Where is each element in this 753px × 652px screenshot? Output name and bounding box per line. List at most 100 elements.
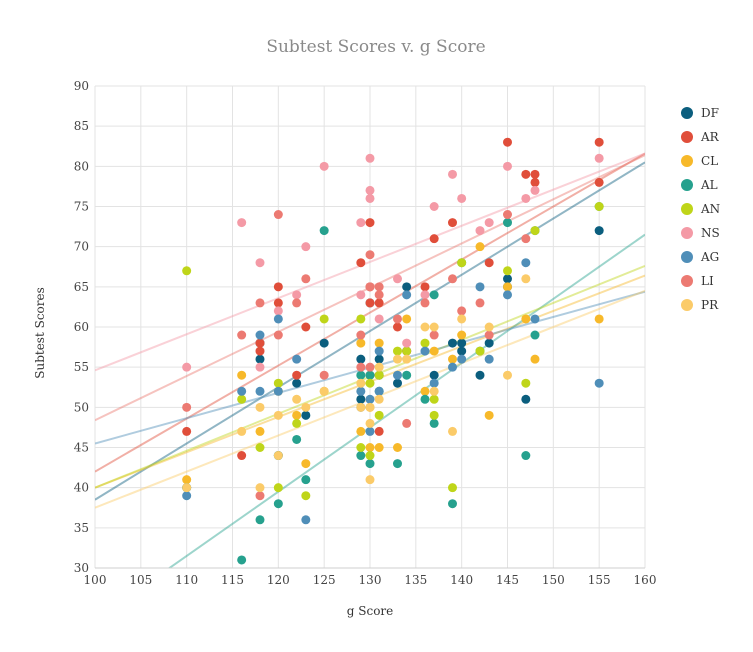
point-li[interactable] xyxy=(365,250,375,260)
point-df[interactable] xyxy=(319,338,329,348)
point-pr[interactable] xyxy=(356,402,366,412)
point-pr[interactable] xyxy=(301,402,311,412)
legend-item-an[interactable]: AN xyxy=(681,202,720,216)
point-ag[interactable] xyxy=(356,386,366,396)
point-pr[interactable] xyxy=(365,418,375,428)
point-al[interactable] xyxy=(365,370,375,380)
point-ag[interactable] xyxy=(374,346,384,356)
point-al[interactable] xyxy=(356,451,366,461)
point-pr[interactable] xyxy=(365,475,375,485)
point-pr[interactable] xyxy=(273,451,283,461)
point-ar[interactable] xyxy=(365,218,375,228)
point-pr[interactable] xyxy=(255,402,265,412)
legend-item-ns[interactable]: NS xyxy=(681,226,720,240)
point-ns[interactable] xyxy=(420,290,430,300)
point-al[interactable] xyxy=(356,370,366,380)
point-li[interactable] xyxy=(356,362,366,372)
point-al[interactable] xyxy=(319,226,329,236)
point-df[interactable] xyxy=(484,338,494,348)
point-li[interactable] xyxy=(393,314,402,324)
point-ar[interactable] xyxy=(374,298,384,308)
point-li[interactable] xyxy=(374,290,384,300)
point-pr[interactable] xyxy=(273,410,283,420)
point-an[interactable] xyxy=(594,202,604,211)
point-pr[interactable] xyxy=(484,322,494,332)
point-ar[interactable] xyxy=(530,177,540,187)
point-al[interactable] xyxy=(292,434,302,444)
point-al[interactable] xyxy=(273,499,283,509)
point-ns[interactable] xyxy=(365,153,375,163)
legend-item-ag[interactable]: AG xyxy=(681,250,719,264)
point-df[interactable] xyxy=(457,346,467,356)
point-li[interactable] xyxy=(301,274,311,284)
point-ns[interactable] xyxy=(503,161,512,171)
point-df[interactable] xyxy=(356,394,366,404)
point-al[interactable] xyxy=(530,330,540,340)
point-ar[interactable] xyxy=(429,234,439,244)
point-ns[interactable] xyxy=(255,362,265,372)
point-li[interactable] xyxy=(319,370,329,380)
point-df[interactable] xyxy=(393,378,402,388)
point-ag[interactable] xyxy=(365,426,375,436)
point-cl[interactable] xyxy=(448,354,457,364)
point-ag[interactable] xyxy=(255,386,265,396)
point-pr[interactable] xyxy=(429,322,439,332)
point-li[interactable] xyxy=(503,210,512,220)
point-ns[interactable] xyxy=(594,153,604,163)
point-df[interactable] xyxy=(475,370,485,380)
point-ns[interactable] xyxy=(182,362,192,372)
point-pr[interactable] xyxy=(420,322,430,332)
point-ar[interactable] xyxy=(273,282,283,292)
point-ns[interactable] xyxy=(365,185,375,195)
point-an[interactable] xyxy=(301,491,311,501)
legend-item-li[interactable]: LI xyxy=(681,274,714,288)
point-cl[interactable] xyxy=(594,314,604,324)
point-ar[interactable] xyxy=(594,137,604,147)
point-ns[interactable] xyxy=(393,274,402,284)
point-pr[interactable] xyxy=(448,426,457,436)
point-al[interactable] xyxy=(429,290,439,300)
point-ar[interactable] xyxy=(301,322,311,332)
point-an[interactable] xyxy=(402,346,412,356)
point-ag[interactable] xyxy=(255,330,265,340)
point-cl[interactable] xyxy=(292,410,302,420)
point-cl[interactable] xyxy=(420,386,430,396)
point-an[interactable] xyxy=(356,314,366,324)
point-an[interactable] xyxy=(530,226,540,236)
point-pr[interactable] xyxy=(319,386,329,396)
point-df[interactable] xyxy=(448,338,457,348)
point-cl[interactable] xyxy=(365,443,375,452)
point-ag[interactable] xyxy=(393,370,402,380)
point-pr[interactable] xyxy=(365,402,375,412)
point-ar[interactable] xyxy=(356,258,366,268)
point-ar[interactable] xyxy=(237,451,247,461)
point-ns[interactable] xyxy=(475,226,485,236)
point-ns[interactable] xyxy=(402,338,412,348)
point-an[interactable] xyxy=(182,266,192,276)
point-li[interactable] xyxy=(402,418,412,428)
point-cl[interactable] xyxy=(475,242,485,252)
point-ag[interactable] xyxy=(457,354,467,364)
point-ag[interactable] xyxy=(402,290,412,300)
point-pr[interactable] xyxy=(292,394,302,404)
point-an[interactable] xyxy=(457,258,467,268)
point-ag[interactable] xyxy=(420,346,430,356)
point-al[interactable] xyxy=(448,499,457,509)
point-df[interactable] xyxy=(521,394,531,404)
point-an[interactable] xyxy=(475,346,485,356)
point-cl[interactable] xyxy=(182,475,192,485)
point-li[interactable] xyxy=(448,274,457,284)
point-pr[interactable] xyxy=(374,362,384,372)
point-an[interactable] xyxy=(521,378,531,388)
point-pr[interactable] xyxy=(503,370,512,380)
legend-item-al[interactable]: AL xyxy=(681,178,718,192)
point-df[interactable] xyxy=(503,274,512,284)
point-ar[interactable] xyxy=(594,177,604,187)
point-ar[interactable] xyxy=(484,258,494,268)
point-pr[interactable] xyxy=(521,274,531,284)
point-ag[interactable] xyxy=(237,386,247,396)
point-pr[interactable] xyxy=(374,394,384,404)
point-li[interactable] xyxy=(374,282,384,292)
point-an[interactable] xyxy=(448,483,457,493)
point-cl[interactable] xyxy=(237,370,247,380)
